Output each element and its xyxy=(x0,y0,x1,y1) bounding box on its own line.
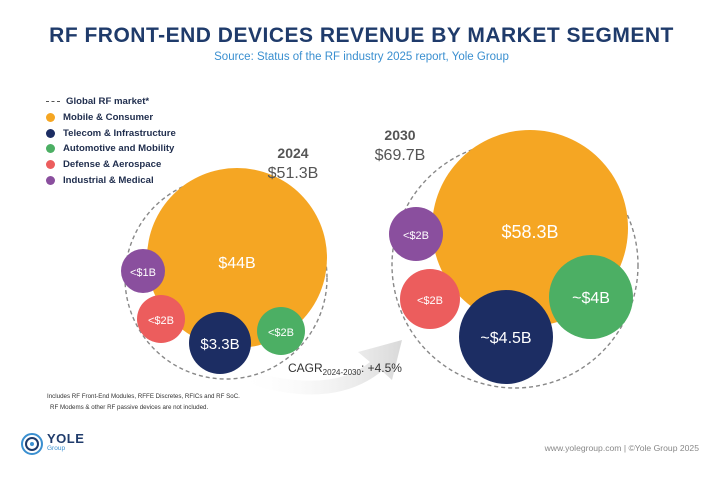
legend-swatch xyxy=(46,175,55,185)
legend-label: Industrial & Medical xyxy=(63,174,154,186)
footnote-line-1: Includes RF Front-End Modules, RFFE Disc… xyxy=(47,393,240,400)
bubble-group-2030: 2030 $69.7B $58.3B <$2B <$2B ~$4.5B ~$4B xyxy=(375,127,639,389)
bubble-2030-industrial-medical xyxy=(389,207,443,261)
legend-swatch xyxy=(46,128,55,138)
legend-label: Mobile & Consumer xyxy=(63,112,154,124)
total-label-2030: $69.7B xyxy=(375,147,426,164)
data-label-2024-industrial: <$1B xyxy=(130,267,156,279)
footnote: Includes RF Front-End Modules, RFFE Disc… xyxy=(47,391,240,413)
data-label-2030-automotive: ~$4B xyxy=(572,290,610,307)
global-market-outline-2030 xyxy=(391,141,639,389)
bubble-2024-mobile-consumer xyxy=(147,168,327,348)
bubble-2030-defense-aerospace xyxy=(400,269,460,329)
bubble-2024-defense-aerospace xyxy=(137,295,185,343)
legend-item-mobile: Mobile & Consumer xyxy=(46,110,176,126)
legend-item-defense: Defense & Aerospace xyxy=(46,157,176,173)
legend: Global RF market* Mobile & Consumer Tele… xyxy=(46,94,176,188)
data-label-2030-industrial: <$2B xyxy=(403,230,429,242)
cagr-arrow xyxy=(238,340,402,395)
legend-item-global: Global RF market* xyxy=(46,94,176,110)
data-label-2030-mobile: $58.3B xyxy=(501,222,558,242)
cagr-value: : +4.5% xyxy=(361,361,402,375)
legend-swatch xyxy=(46,144,55,154)
footnote-line-2: RF Modems & other RF passive devices are… xyxy=(50,404,209,411)
data-label-2030-telecom: ~$4.5B xyxy=(480,330,531,347)
chart-subtitle: Source: Status of the RF industry 2025 r… xyxy=(214,51,509,63)
legend-label: Automotive and Mobility xyxy=(63,143,175,155)
bubble-group-2024: 2024 $51.3B $44B <$1B <$2B $3.3B <$2B xyxy=(121,145,328,380)
legend-swatch xyxy=(46,160,55,170)
year-label-2024: 2024 xyxy=(277,145,308,161)
bubble-2030-telecom-infrastructure xyxy=(459,290,553,384)
total-label-2024: $51.3B xyxy=(268,165,319,182)
data-label-2024-defense: <$2B xyxy=(148,315,174,327)
data-label-2024-telecom: $3.3B xyxy=(200,336,239,353)
cagr-text: CAGR xyxy=(288,361,323,375)
data-label-2024-automotive: <$2B xyxy=(268,327,294,339)
cagr-label: CAGR2024-2030: +4.5% xyxy=(288,361,402,377)
data-label-2030-defense: <$2B xyxy=(417,295,443,307)
bubble-2024-telecom-infrastructure xyxy=(189,312,251,374)
data-label-2024-mobile: $44B xyxy=(218,255,255,272)
yole-logo-icon xyxy=(21,433,43,455)
bubble-2024-industrial-medical xyxy=(121,249,165,293)
legend-label: Defense & Aerospace xyxy=(63,159,162,171)
year-label-2030: 2030 xyxy=(384,127,415,143)
yole-logo: YOLE Group xyxy=(20,432,84,456)
legend-item-telecom: Telecom & Infrastructure xyxy=(46,125,176,141)
legend-label: Telecom & Infrastructure xyxy=(63,127,176,139)
logo-name: YOLE xyxy=(47,431,85,446)
legend-dashed-marker xyxy=(46,101,60,103)
cagr-period: 2024-2030 xyxy=(323,368,362,377)
legend-item-automotive: Automotive and Mobility xyxy=(46,141,176,157)
logo-sub: Group xyxy=(47,445,66,452)
bubble-2024-automotive-mobility xyxy=(257,307,305,355)
credit-text: www.yolegroup.com | ©Yole Group 2025 xyxy=(544,443,699,453)
legend-label: Global RF market* xyxy=(66,96,150,108)
chart-title: RF FRONT-END DEVICES REVENUE BY MARKET S… xyxy=(49,24,674,47)
bubble-2030-automotive-mobility xyxy=(549,255,633,339)
legend-item-industrial: Industrial & Medical xyxy=(46,172,176,188)
legend-swatch xyxy=(46,113,55,123)
